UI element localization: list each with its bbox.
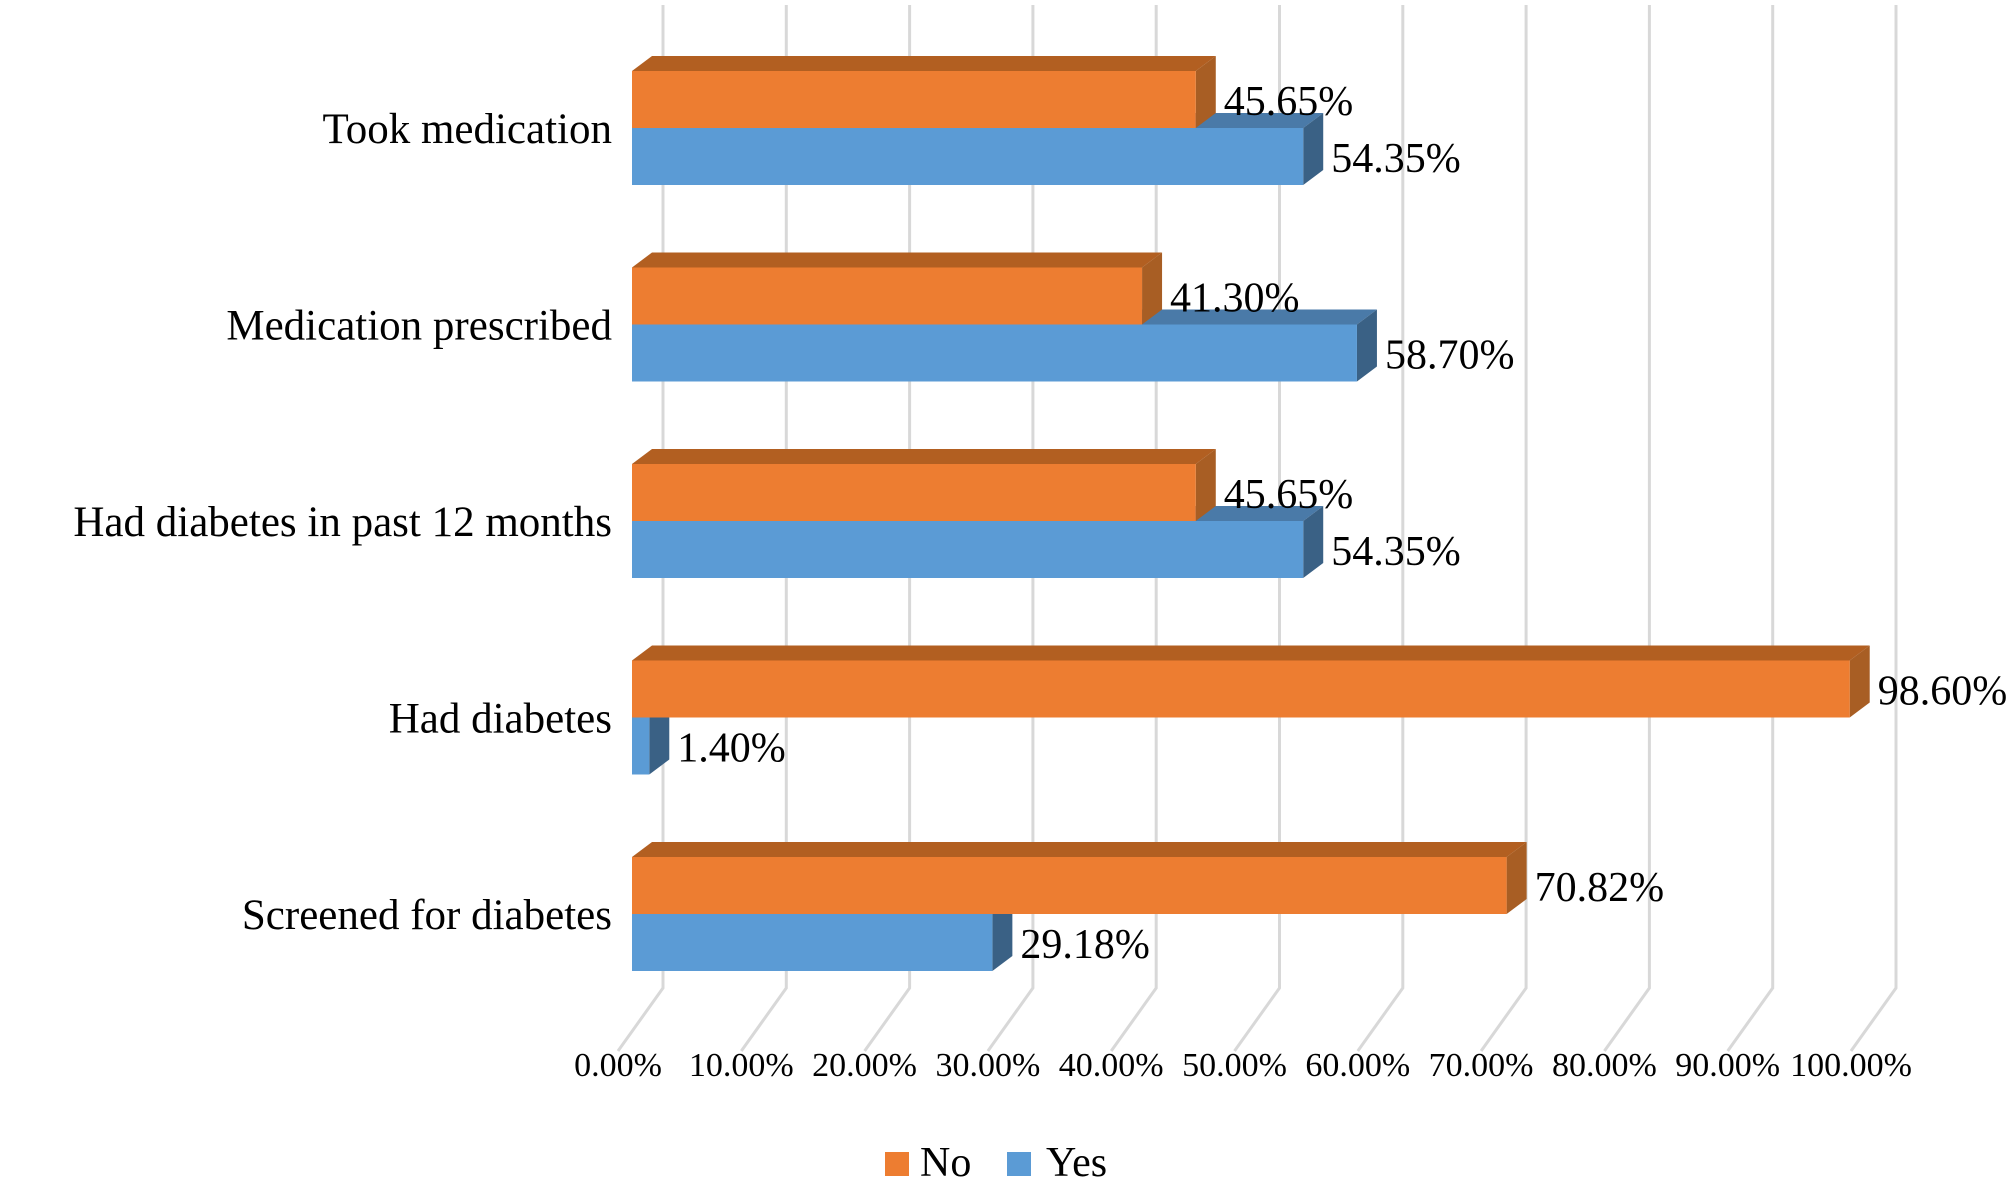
- bar-no-took-medication-side-bevel: [1195, 56, 1216, 128]
- bar-yes-medication-prescribed-face: [632, 324, 1357, 382]
- bar-yes-screened-for-diabetes-side-bevel: [992, 899, 1013, 971]
- x-axis-tick-9: 90.00%: [1675, 1047, 1780, 1084]
- bar-no-had-diabetes: [632, 645, 1870, 718]
- category-label-had-diabetes: Had diabetes: [389, 696, 612, 743]
- x-axis-tick-5: 50.00%: [1182, 1047, 1287, 1084]
- bars-group: [632, 56, 1870, 971]
- bar-no-took-medication: [632, 56, 1216, 128]
- x-axis-tick-6: 60.00%: [1305, 1047, 1410, 1084]
- legend-label-yes: Yes: [1046, 1140, 1107, 1179]
- data-label-yes-medication-prescribed: 58.70%: [1385, 333, 1515, 379]
- bar-no-had-diabetes-face: [632, 660, 1850, 718]
- bar-no-had-diabetes-in-past-12-months-top-bevel: [632, 449, 1216, 464]
- bar-no-had-diabetes-in-past-12-months-face: [632, 464, 1196, 521]
- category-label-medication-prescribed: Medication prescribed: [226, 303, 612, 350]
- bar-no-took-medication-face: [632, 71, 1196, 128]
- bar-yes-medication-prescribed-side-bevel: [1356, 309, 1377, 382]
- gridline-9: [1726, 5, 1775, 1052]
- bar-yes-took-medication-side-bevel: [1303, 113, 1324, 185]
- x-axis-tick-2: 20.00%: [812, 1047, 917, 1084]
- bar-no-medication-prescribed: [632, 252, 1163, 325]
- data-label-no-took-medication: 45.65%: [1224, 79, 1354, 125]
- data-label-yes-had-diabetes-in-past-12-months: 54.35%: [1331, 529, 1461, 575]
- data-label-yes-had-diabetes: 1.40%: [677, 726, 786, 772]
- bar-no-screened-for-diabetes-top-bevel: [632, 842, 1527, 857]
- bar-no-screened-for-diabetes-face: [632, 857, 1507, 914]
- gridline-7: [1479, 5, 1528, 1052]
- bar-no-had-diabetes-top-bevel: [632, 645, 1870, 661]
- legend-swatch-yes: [1007, 1152, 1031, 1176]
- bar-no-medication-prescribed-face: [632, 267, 1143, 325]
- bar-yes-had-diabetes-in-past-12-months-side-bevel: [1303, 506, 1324, 578]
- gridline-8: [1603, 5, 1651, 1052]
- data-label-yes-screened-for-diabetes: 29.18%: [1020, 922, 1150, 968]
- bar-yes-had-diabetes-face: [632, 717, 650, 775]
- category-label-had-diabetes-in-past-12-months: Had diabetes in past 12 months: [73, 499, 612, 546]
- x-axis-tick-labels-group: 0.00% 10.00% 20.00% 30.00% 40.00% 50.00% 60.00…: [574, 1047, 1912, 1084]
- x-axis-tick-0: 0.00%: [574, 1047, 662, 1084]
- gridline-6: [1356, 5, 1405, 1052]
- category-labels-group: Took medication Medication prescribed Had …: [73, 106, 612, 939]
- bar-no-screened-for-diabetes: [632, 842, 1527, 914]
- legend-label-no: No: [920, 1140, 971, 1179]
- bar-yes-took-medication-face: [632, 128, 1304, 185]
- category-label-took-medication: Took medication: [322, 106, 612, 153]
- bar-no-had-diabetes-in-past-12-months: [632, 449, 1216, 521]
- x-axis-tick-1: 10.00%: [689, 1047, 794, 1084]
- x-axis-tick-8: 80.00%: [1552, 1047, 1657, 1084]
- bar-no-screened-for-diabetes-side-bevel: [1506, 842, 1527, 914]
- data-label-no-screened-for-diabetes: 70.82%: [1535, 865, 1665, 911]
- data-label-yes-took-medication: 54.35%: [1331, 136, 1461, 182]
- bar-no-had-diabetes-in-past-12-months-side-bevel: [1195, 449, 1216, 521]
- x-axis-tick-4: 40.00%: [1059, 1047, 1164, 1084]
- bar-yes-had-diabetes-in-past-12-months-face: [632, 521, 1304, 578]
- data-label-no-medication-prescribed: 41.30%: [1170, 276, 1300, 322]
- x-axis-tick-10: 100.00%: [1790, 1047, 1912, 1084]
- legend-swatch-no: [885, 1152, 909, 1176]
- bar-yes-had-diabetes-side-bevel: [649, 702, 670, 775]
- data-label-no-had-diabetes: 98.60%: [1878, 669, 2008, 715]
- x-axis-tick-3: 30.00%: [935, 1047, 1040, 1084]
- x-axis-tick-7: 70.00%: [1429, 1047, 1534, 1084]
- bar-yes-screened-for-diabetes-face: [632, 914, 993, 971]
- legend-group: No Yes: [885, 1140, 1107, 1179]
- gridline-10: [1849, 5, 1898, 1052]
- data-labels-group: 45.65% 54.35% 41.30% 58.70% 45.65% 54.35% 98.6…: [677, 79, 2007, 968]
- bar-no-had-diabetes-side-bevel: [1849, 645, 1870, 718]
- data-label-no-had-diabetes-in-past-12-months: 45.65%: [1224, 472, 1354, 518]
- category-label-screened-for-diabetes: Screened for diabetes: [242, 892, 612, 939]
- bar-no-took-medication-top-bevel: [632, 56, 1216, 71]
- bar-no-medication-prescribed-side-bevel: [1142, 252, 1163, 325]
- bar-no-medication-prescribed-top-bevel: [632, 252, 1163, 268]
